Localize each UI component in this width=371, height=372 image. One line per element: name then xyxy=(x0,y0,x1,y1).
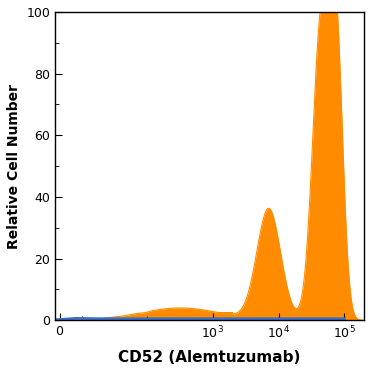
Y-axis label: Relative Cell Number: Relative Cell Number xyxy=(7,84,21,248)
X-axis label: CD52 (Alemtuzumab): CD52 (Alemtuzumab) xyxy=(118,350,301,365)
